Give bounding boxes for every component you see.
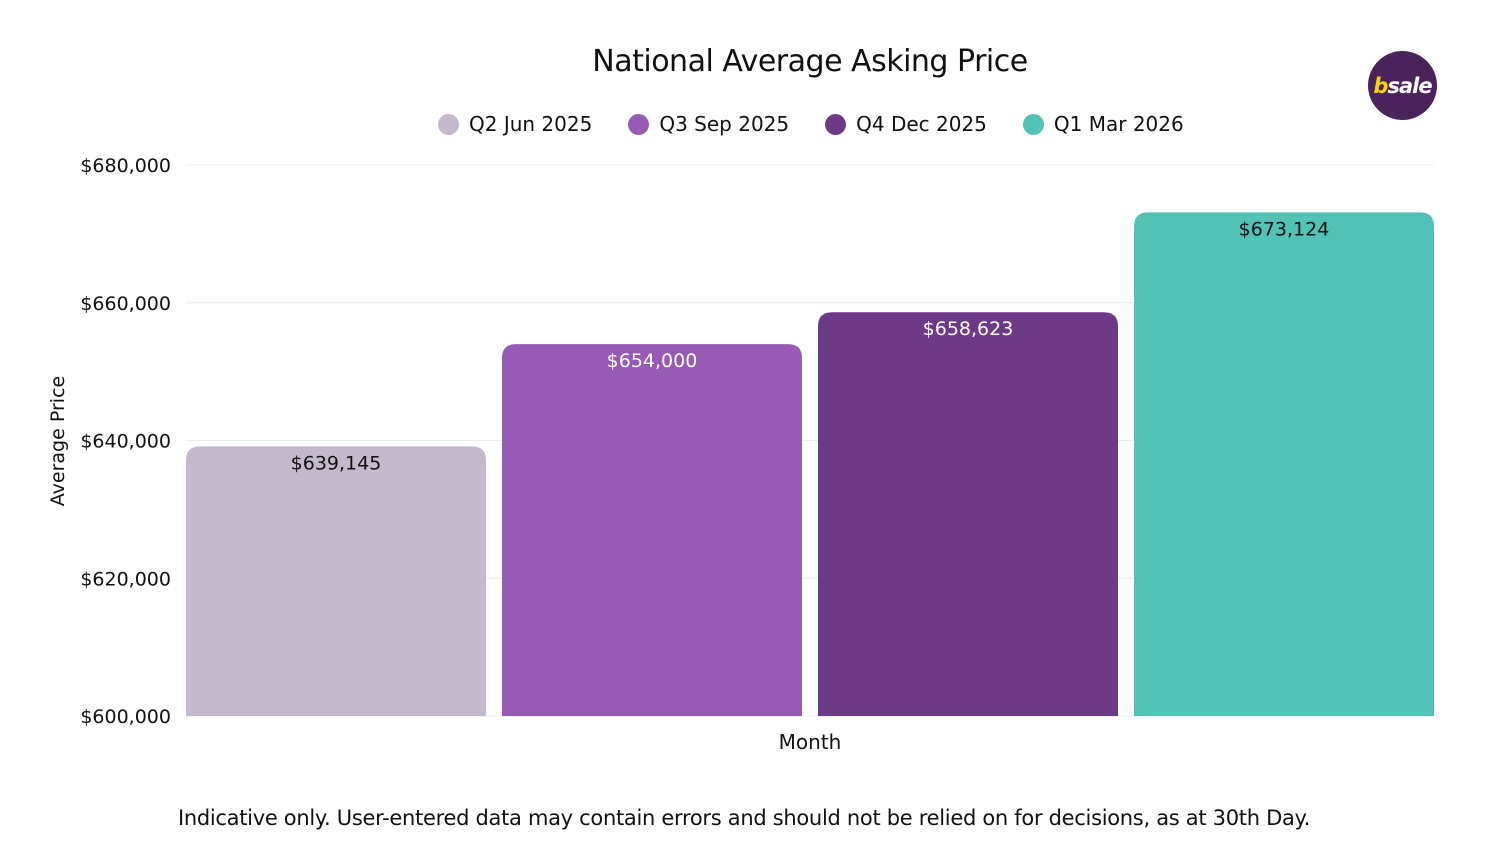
data-label: $654,000: [607, 350, 698, 372]
legend-swatch: [825, 113, 847, 135]
x-axis-label: Month: [778, 730, 842, 754]
y-axis-label: Average Price: [47, 375, 69, 507]
legend-swatch: [628, 113, 650, 135]
legend-label: Q4 Dec 2025: [856, 112, 987, 136]
data-label: $639,145: [291, 452, 382, 474]
legend-item[interactable]: Q1 Mar 2026: [1022, 112, 1184, 136]
bar: [186, 446, 486, 716]
bsale-logo: b sale: [1368, 51, 1437, 120]
bar: [502, 344, 802, 716]
legend: Q2 Jun 2025 Q3 Sep 2025 Q4 Dec 2025 Q1 M…: [438, 112, 1184, 136]
bar: [818, 312, 1118, 716]
legend-label: Q3 Sep 2025: [659, 112, 790, 136]
y-tick-label: $640,000: [80, 431, 171, 453]
bar: [1134, 212, 1434, 716]
legend-swatch: [438, 113, 459, 135]
data-label: $673,124: [1239, 218, 1330, 240]
y-tick-label: $620,000: [80, 568, 171, 590]
footnote: Indicative only. User-entered data may c…: [177, 806, 1311, 830]
chart-title: National Average Asking Price: [592, 44, 1028, 79]
legend-item[interactable]: Q2 Jun 2025: [438, 112, 592, 136]
y-tick-label: $600,000: [80, 706, 171, 728]
legend-item[interactable]: Q4 Dec 2025: [825, 112, 987, 136]
data-label: $658,623: [923, 318, 1014, 340]
legend-label: Q1 Mar 2026: [1053, 112, 1184, 136]
legend-label: Q2 Jun 2025: [469, 112, 593, 136]
legend-item[interactable]: Q3 Sep 2025: [628, 112, 789, 136]
y-tick-label: $660,000: [80, 293, 171, 315]
legend-swatch: [1022, 113, 1044, 135]
y-tick-label: $680,000: [80, 155, 171, 177]
